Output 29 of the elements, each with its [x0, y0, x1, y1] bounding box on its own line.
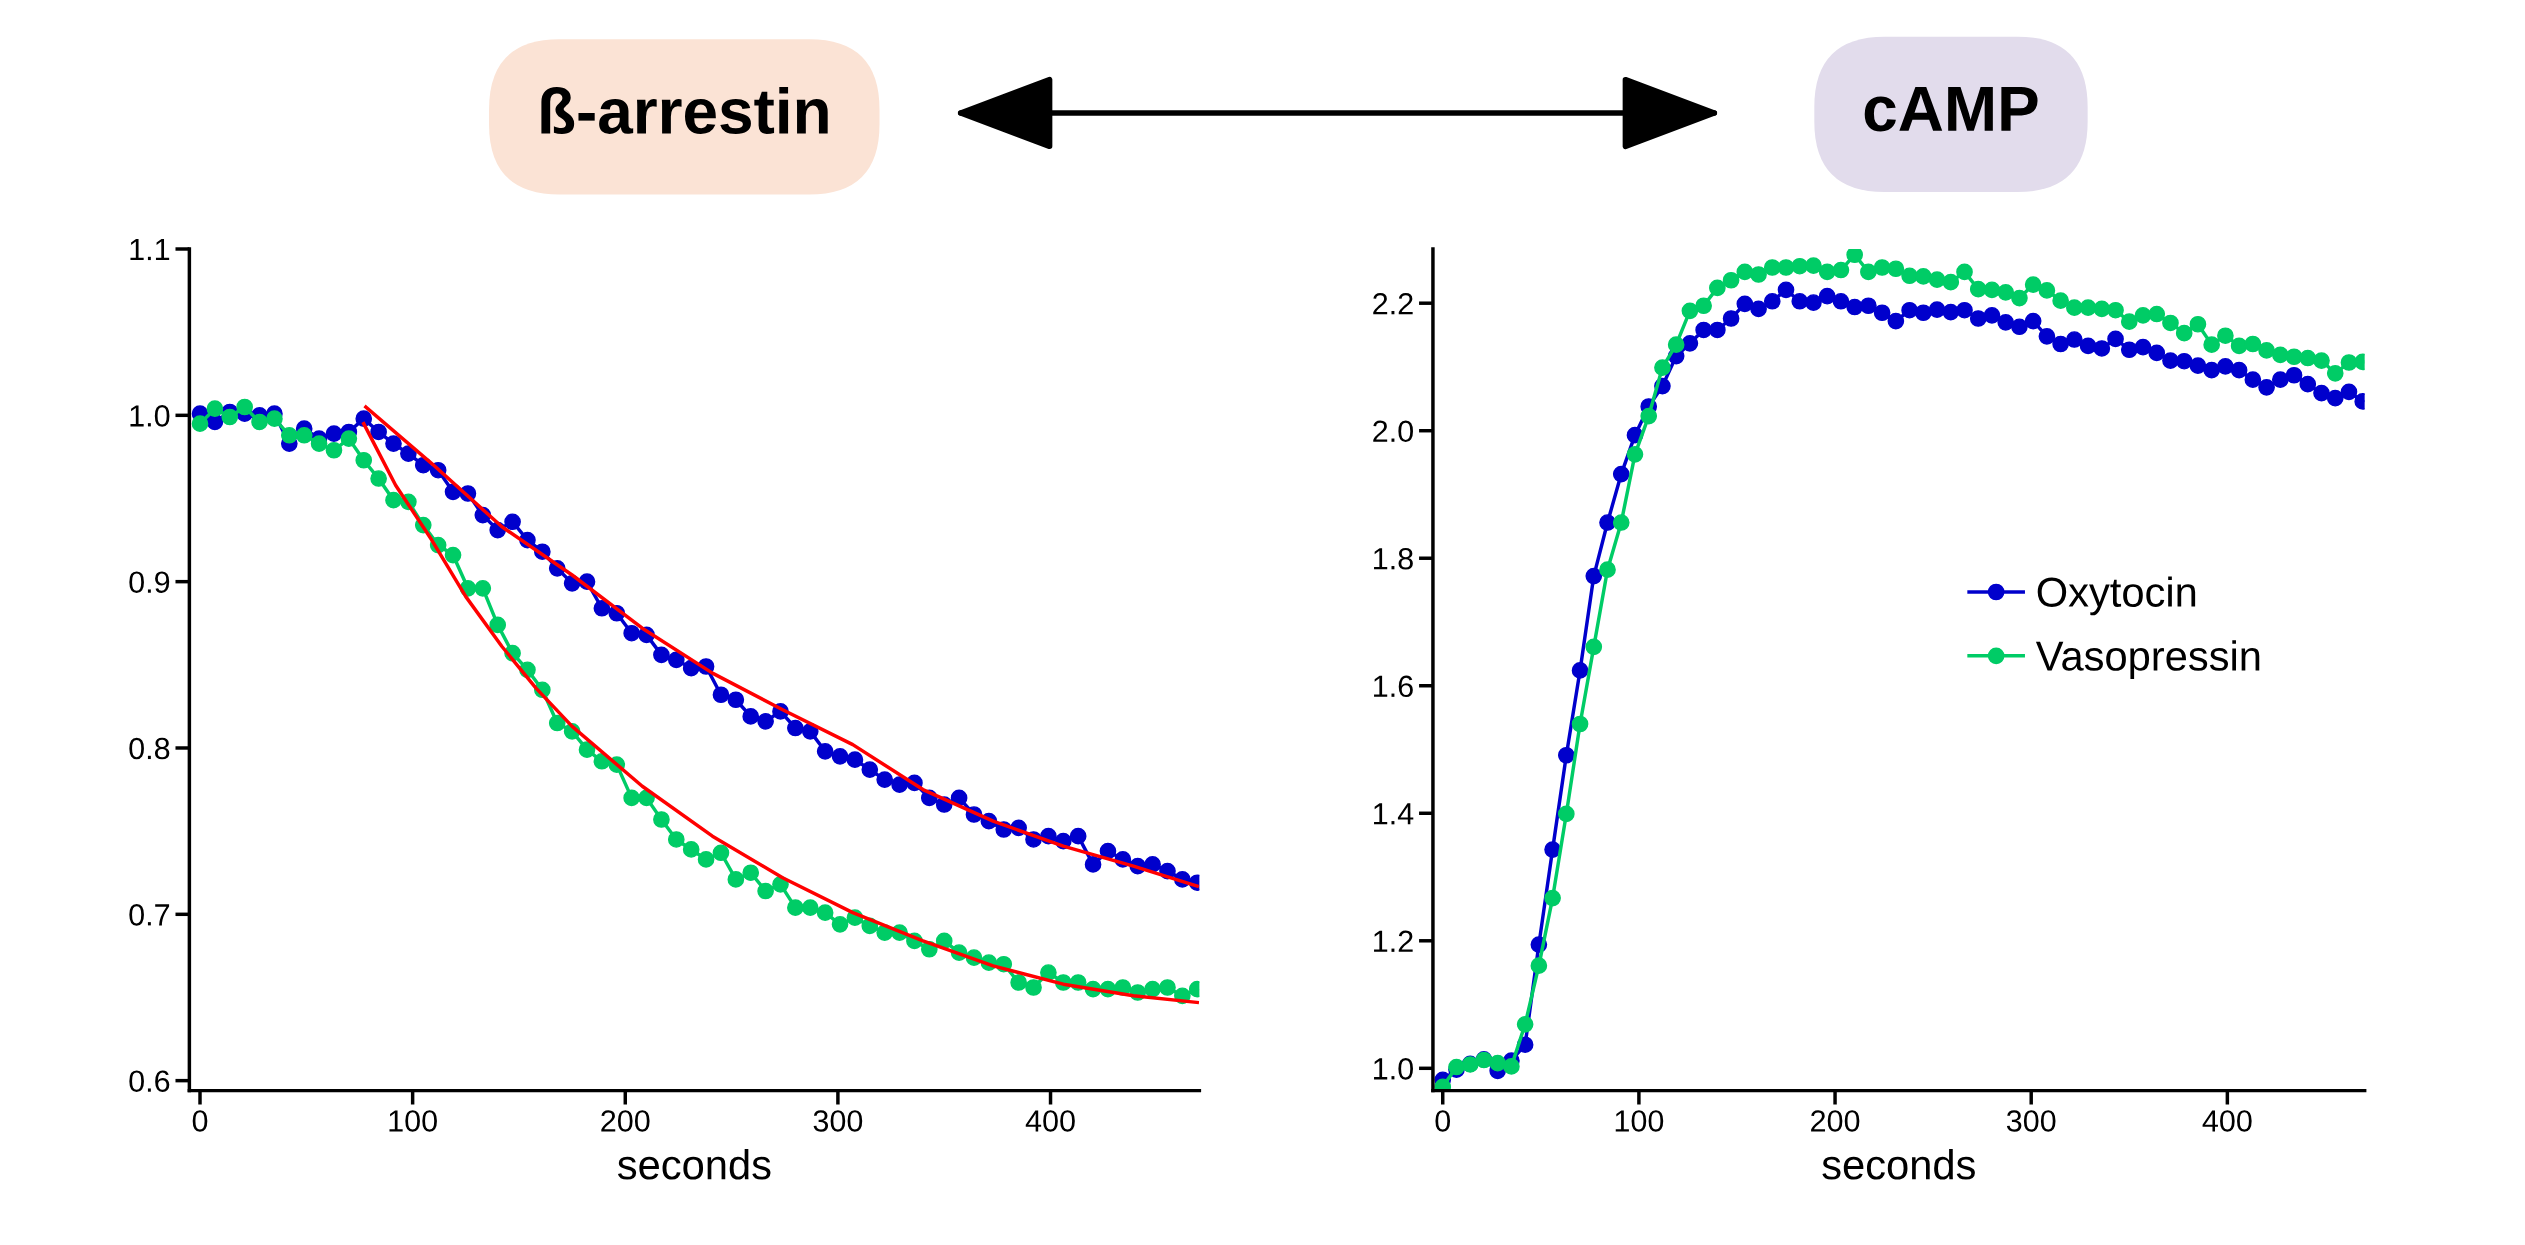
x-tick-label: 0: [1435, 1110, 1451, 1132]
y-tick-label: 1.6: [1374, 675, 1413, 698]
y-tick-label: 1.2: [1374, 930, 1413, 952]
x-tick-label: 200: [601, 1110, 650, 1132]
x-axis-title: seconds: [1822, 1148, 1975, 1180]
chart-title: ß-arrestin: [541, 87, 828, 135]
y-tick-label: 1.0: [130, 405, 170, 427]
y-tick-label: 1.0: [1374, 1058, 1413, 1080]
x-tick-label: 400: [2202, 1110, 2252, 1132]
chart-title: cAMP: [1864, 86, 2038, 132]
x-tick-label: 100: [389, 1110, 437, 1132]
y-tick-label: 0.9: [129, 571, 170, 594]
y-tick-label: 1.1: [130, 239, 170, 261]
x-tick-label: 300: [813, 1110, 863, 1132]
legend-label: Oxytocin: [2037, 576, 2196, 616]
x-tick-label: 100: [1615, 1110, 1664, 1132]
y-tick-label: 0.8: [129, 737, 170, 760]
y-tick-label: 2.0: [1373, 420, 1413, 443]
x-tick-label: 200: [1811, 1110, 1860, 1132]
legend-label: Vasopressin: [2035, 640, 2260, 680]
x-axis-title: seconds: [617, 1148, 771, 1180]
x-tick-label: 400: [1025, 1110, 1075, 1132]
y-tick-label: 0.6: [129, 1070, 170, 1093]
y-tick-label: 0.7: [129, 904, 170, 926]
y-tick-label: 2.2: [1373, 292, 1413, 315]
y-tick-label: 1.8: [1374, 547, 1413, 570]
x-tick-label: 300: [2006, 1110, 2056, 1132]
x-tick-label: 0: [192, 1110, 208, 1132]
y-tick-label: 1.4: [1374, 803, 1414, 825]
